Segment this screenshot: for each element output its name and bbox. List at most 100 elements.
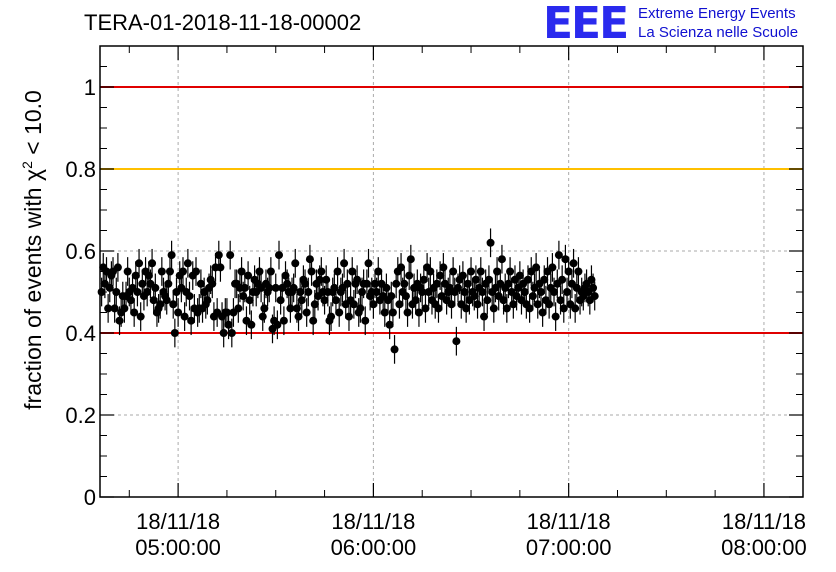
data-point (447, 300, 456, 309)
x-tick-label-date: 18/11/18 (136, 509, 220, 534)
data-point (533, 300, 542, 309)
data-point (426, 267, 435, 276)
y-axis-label-superscript: 2 (19, 161, 36, 169)
data-point (452, 337, 461, 346)
data-point (196, 279, 205, 288)
data-point (502, 304, 511, 313)
data-point (523, 275, 532, 284)
data-point (550, 288, 559, 296)
data-point (115, 316, 124, 325)
data-point (273, 320, 282, 329)
data-point (364, 259, 373, 268)
data-point (112, 288, 121, 296)
data-point (405, 271, 414, 280)
eee-logo: EEE Extreme Energy Events La Scienza nel… (543, 2, 833, 48)
data-point (265, 283, 274, 292)
data-point (185, 292, 194, 301)
data-point (538, 308, 547, 317)
data-point (271, 283, 280, 292)
data-point (551, 312, 560, 321)
data-point (571, 304, 580, 313)
data-point (515, 271, 524, 280)
data-point (294, 312, 303, 321)
data-point (240, 283, 249, 292)
data-point (382, 283, 391, 292)
data-point (569, 259, 578, 268)
data-point (266, 267, 275, 276)
data-point (320, 296, 329, 305)
data-point (411, 296, 420, 305)
data-point (561, 255, 570, 264)
data-point (255, 267, 264, 276)
data-point (506, 267, 515, 276)
data-point (374, 267, 383, 276)
data-point (484, 275, 493, 284)
data-point (564, 267, 573, 276)
data-point (558, 275, 567, 284)
data-point (333, 267, 342, 276)
data-point (462, 304, 471, 313)
data-point (439, 263, 448, 272)
data-point (123, 267, 132, 276)
logo-mark: EEE (543, 0, 629, 49)
data-point (532, 263, 541, 272)
data-point (156, 300, 165, 309)
data-point (387, 292, 396, 301)
data-point (310, 300, 319, 309)
data-point (483, 296, 492, 305)
data-point (434, 304, 443, 313)
data-point (395, 300, 404, 309)
data-point (397, 263, 406, 272)
data-point (362, 279, 371, 288)
data-point (574, 267, 583, 276)
data-point (361, 316, 370, 325)
data-point (307, 267, 316, 276)
data-point (356, 304, 365, 313)
data-point (309, 316, 318, 325)
data-point (548, 263, 557, 272)
data-point (162, 296, 171, 305)
y-tick-label: 0.4 (65, 321, 96, 346)
data-point (385, 320, 394, 329)
data-point (135, 259, 144, 268)
data-point (559, 304, 568, 313)
data-point (388, 308, 397, 317)
data-point (406, 255, 415, 264)
data-point (244, 271, 253, 280)
data-point (486, 238, 495, 247)
x-tick-label-time: 05:00:00 (135, 535, 221, 560)
x-tick-label-time: 06:00:00 (331, 535, 417, 560)
data-point (392, 279, 401, 288)
data-point (537, 288, 546, 296)
data-point (528, 292, 537, 301)
data-point (554, 251, 563, 260)
data-point (563, 288, 572, 296)
data-point (348, 267, 357, 276)
data-point (317, 267, 326, 276)
data-point (540, 275, 549, 284)
x-tick-label-time: 08:00:00 (721, 535, 807, 560)
data-point (258, 312, 267, 321)
chart-title: TERA-01-2018-11-18-00002 (84, 10, 362, 35)
y-tick-label: 1 (84, 75, 96, 100)
data-point (473, 300, 482, 309)
data-point (302, 308, 311, 317)
reference-lines (100, 86, 803, 334)
data-point (208, 279, 217, 288)
data-point (286, 304, 295, 313)
data-point (104, 304, 113, 313)
data-point (279, 316, 288, 325)
data-point (380, 308, 389, 317)
y-tick-label: 0 (84, 485, 96, 510)
x-tick-label-date: 18/11/18 (722, 509, 806, 534)
data-point (276, 296, 285, 305)
data-point (167, 251, 176, 260)
data-point (390, 345, 399, 354)
data-point (400, 279, 409, 288)
data-point (180, 312, 189, 321)
data-point (403, 308, 412, 317)
data-point (260, 304, 269, 313)
data-point (476, 267, 485, 276)
data-point (130, 308, 139, 317)
data-point (247, 320, 256, 329)
